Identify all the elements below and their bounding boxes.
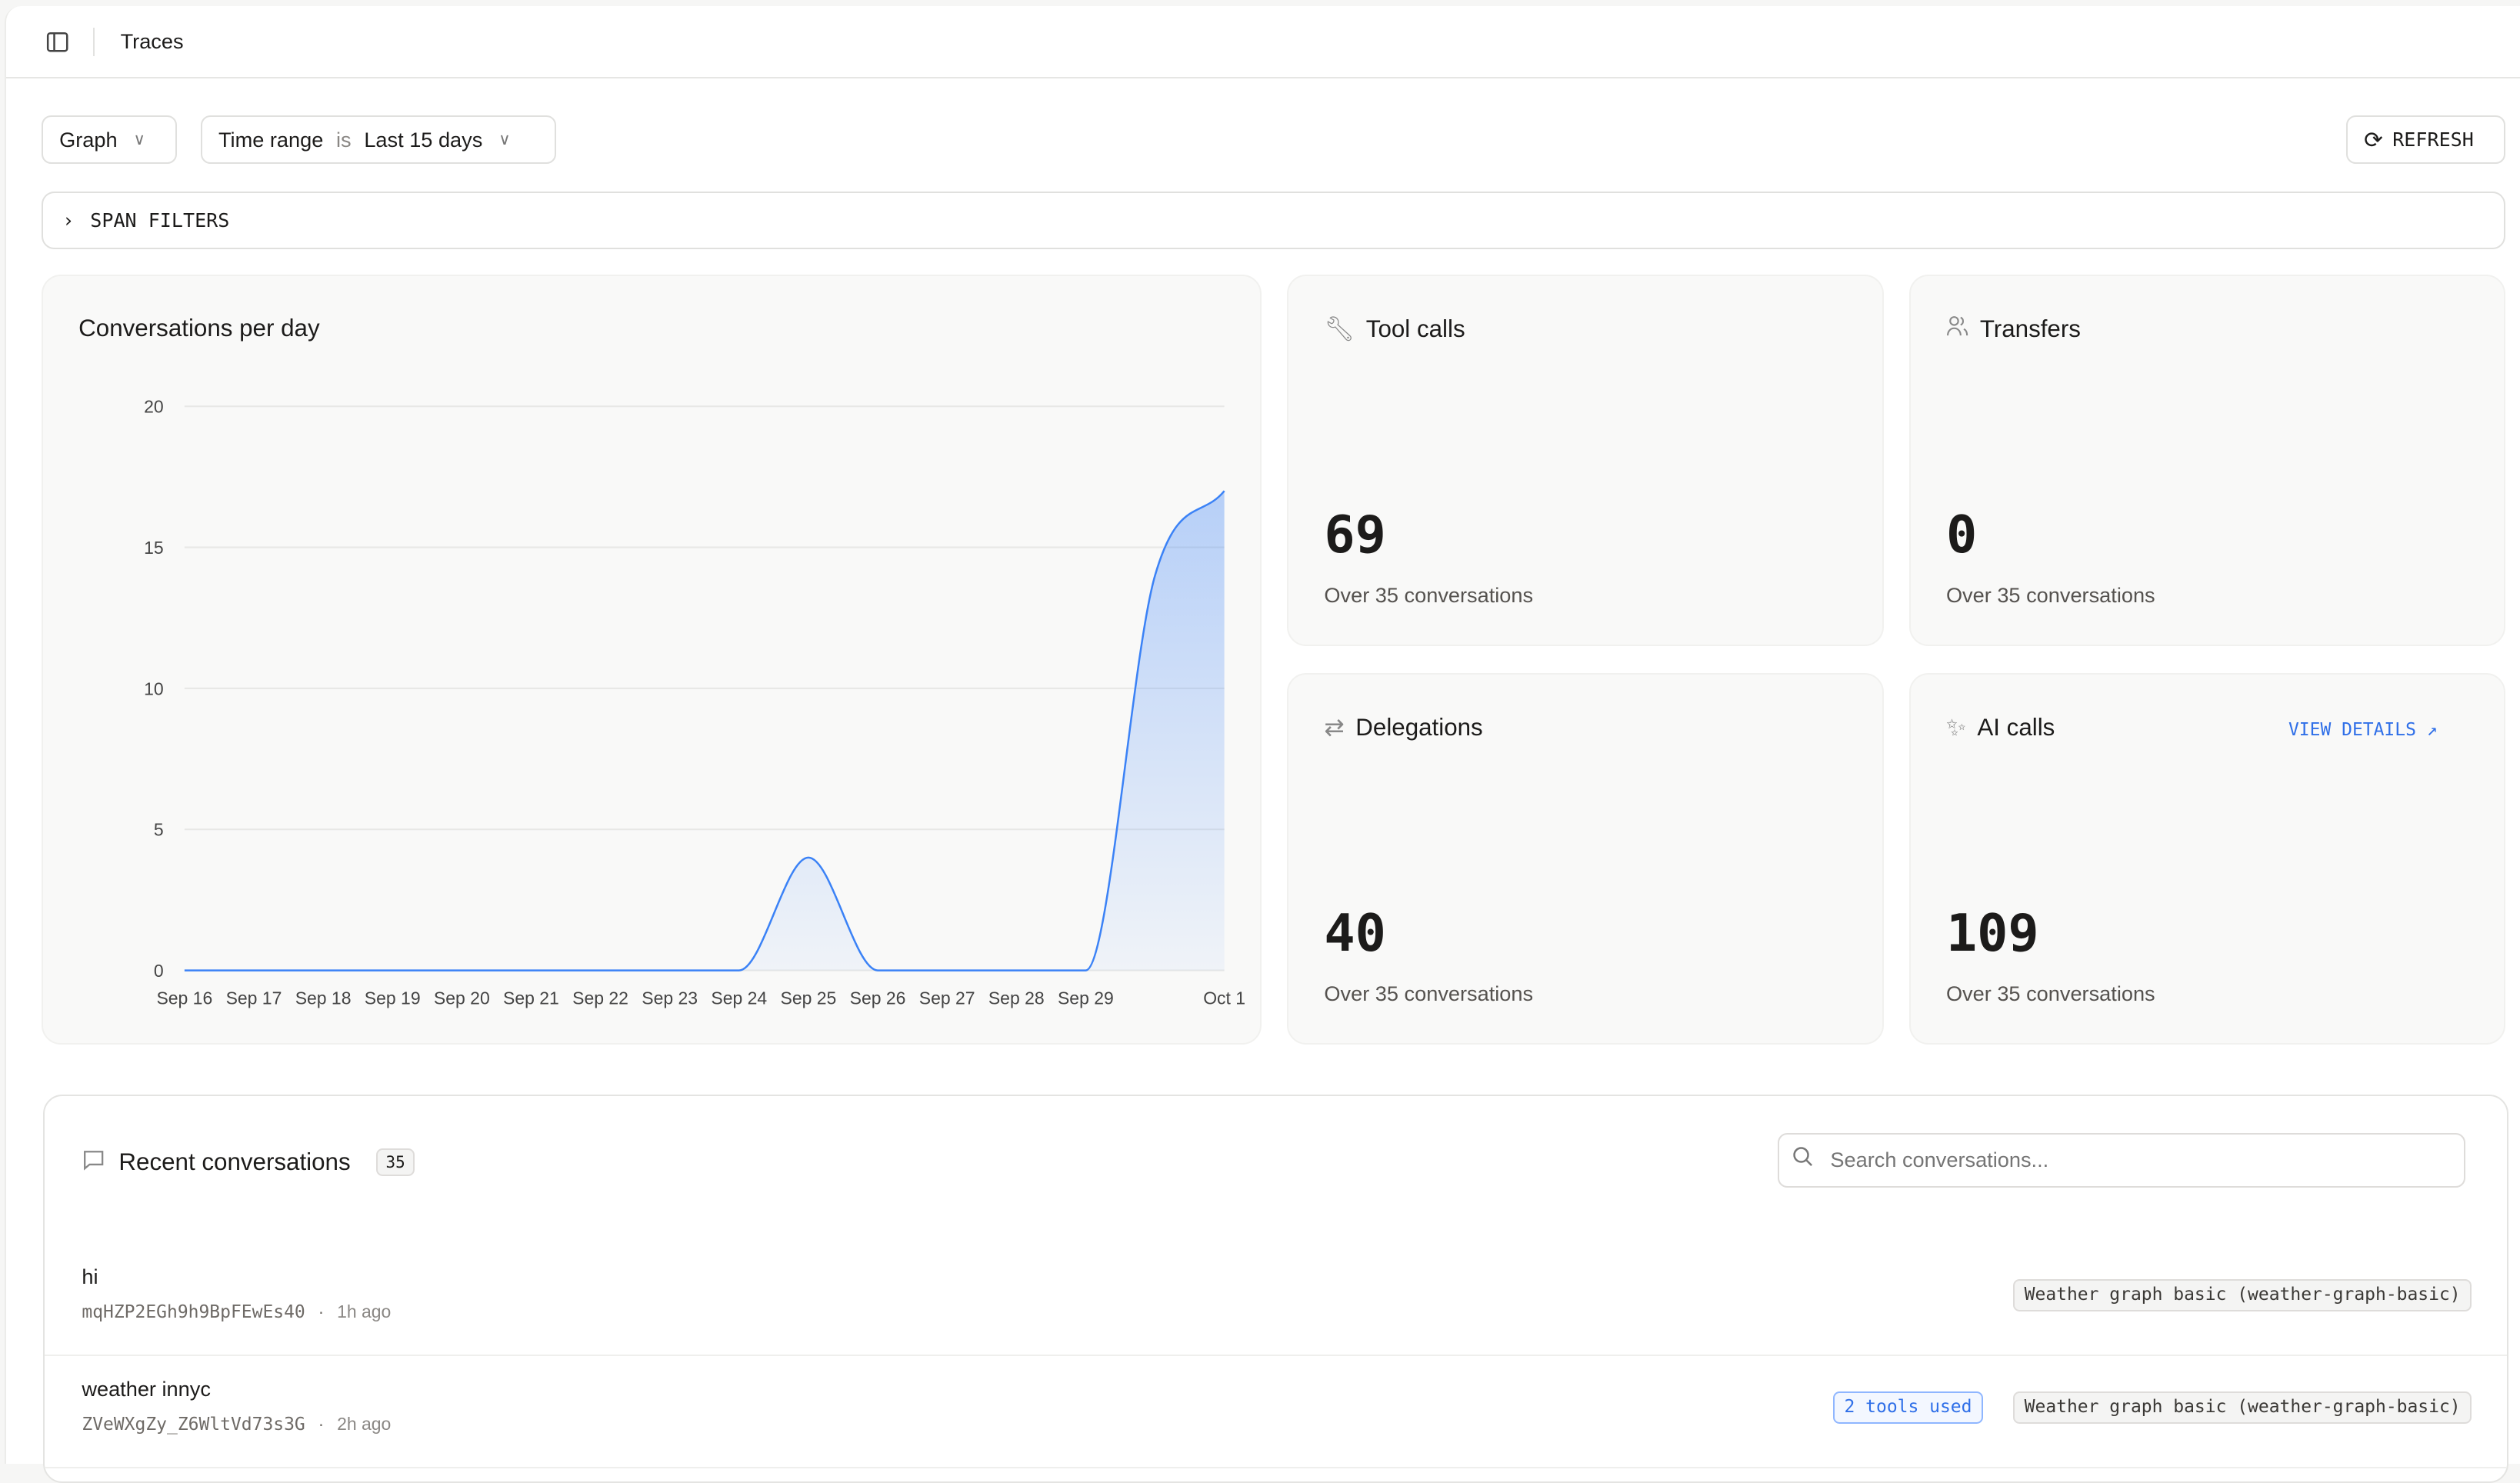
conversation-time: 1h ago <box>337 1301 391 1321</box>
y-tick-label: 0 <box>154 961 164 981</box>
stat-card-delegations: ⇄ Delegations 40 Over 35 conversations <box>1287 673 1883 1045</box>
conversations-chart: 0 5 10 15 20 Sep 16 Sep 17 Sep 18 Sep 19 Sep 20 Se… <box>43 276 1263 1046</box>
y-tick-label: 15 <box>144 538 164 558</box>
stat-card-ai-calls: ✨︎ AI calls VIEW DETAILS ↗ 109 Over 35 co… <box>1909 673 2505 1045</box>
stat-subtitle: Over 35 conversations <box>1946 981 2155 1006</box>
x-tick-label: Sep 29 <box>1058 988 1114 1008</box>
panel-header: Recent conversations 35 <box>82 1148 415 1178</box>
search-icon <box>1792 1145 1814 1175</box>
stat-value: 0 <box>1946 505 1977 565</box>
agent-tag: Weather graph basic (weather-graph-basic… <box>2013 1391 2472 1424</box>
stat-subtitle: Over 35 conversations <box>1324 981 1533 1006</box>
x-tick-label: Sep 25 <box>781 988 837 1008</box>
stat-title: AI calls <box>1977 714 2055 742</box>
x-tick-label: Sep 21 <box>503 988 559 1008</box>
stat-subtitle: Over 35 conversations <box>1324 583 1533 608</box>
chevron-right-icon: › <box>62 209 74 232</box>
chevron-down-icon: ∨ <box>133 130 145 149</box>
conversation-row[interactable]: hi mqHZP2EGh9h9BpFEwEs40 · 1h ago Weathe… <box>45 1242 2507 1356</box>
divider <box>93 28 95 57</box>
stat-card-transfers: Transfers 0 Over 35 conversations <box>1909 275 2505 646</box>
conversation-id: ZVeWXgZy_Z6WltVd73s3G <box>82 1415 305 1435</box>
sparkles-icon: ✨︎ <box>1946 714 1966 742</box>
stat-card-tool-calls: 🔧︎ Tool calls 69 Over 35 conversations <box>1287 275 1883 646</box>
x-tick-label: Sep 19 <box>365 988 421 1008</box>
time-range-filter[interactable]: Time range is Last 15 days ∨ <box>201 115 556 164</box>
span-filters-toggle[interactable]: › SPAN FILTERS <box>42 192 2505 249</box>
x-tick-label: Sep 28 <box>988 988 1045 1008</box>
arrow-up-right-icon: ↗ <box>2427 720 2438 740</box>
conversation-title: hi <box>82 1265 98 1289</box>
app-frame: Traces Graph ∨ Time range is Last 15 day… <box>5 6 2520 1464</box>
chevron-down-icon: ∨ <box>498 130 510 149</box>
agent-tag: Weather graph basic (weather-graph-basic… <box>2013 1279 2472 1311</box>
search-input[interactable] <box>1827 1146 2464 1174</box>
x-tick-label: Sep 23 <box>642 988 698 1008</box>
message-icon <box>82 1148 105 1178</box>
conversation-row[interactable]: weather innyc ZVeWXgZy_Z6WltVd73s3G · 2h… <box>45 1355 2507 1468</box>
refresh-icon: ⟳ <box>2364 127 2383 153</box>
sidebar-icon[interactable] <box>45 29 70 55</box>
tools-used-badge: 2 tools used <box>1833 1391 1983 1424</box>
page-title: Traces <box>121 29 184 54</box>
y-tick-label: 5 <box>154 820 164 840</box>
span-filters-label: SPAN FILTERS <box>90 209 229 232</box>
stat-title: Tool calls <box>1366 315 1465 343</box>
area-fill <box>185 491 1225 970</box>
x-tick-label: Sep 18 <box>295 988 352 1008</box>
arrows-swap-icon: ⇄ <box>1324 714 1344 742</box>
view-select-value: Graph <box>59 128 117 152</box>
stat-subtitle: Over 35 conversations <box>1946 583 2155 608</box>
refresh-label: REFRESH <box>2392 128 2474 151</box>
recent-conversations-panel: Recent conversations 35 hi mqHZP2EGh9h9B… <box>43 1095 2508 1483</box>
panel-title: Recent conversations <box>118 1148 350 1176</box>
x-tick-label: Sep 20 <box>434 988 490 1008</box>
time-range-label: Time range <box>218 128 323 152</box>
x-tick-label: Sep 24 <box>712 988 768 1008</box>
view-details-link[interactable]: VIEW DETAILS ↗ <box>2288 720 2438 740</box>
stat-value: 69 <box>1324 505 1386 565</box>
stat-title: Delegations <box>1355 714 1482 742</box>
stat-value: 109 <box>1946 903 2039 963</box>
x-tick-label: Sep 27 <box>919 988 975 1008</box>
conversation-time: 2h ago <box>337 1414 391 1434</box>
stat-title: Transfers <box>1980 315 2081 343</box>
time-range-operator: is <box>336 128 352 152</box>
count-badge: 35 <box>376 1148 415 1176</box>
users-icon <box>1946 315 1968 343</box>
x-tick-label: Sep 26 <box>850 988 906 1008</box>
conversation-id: mqHZP2EGh9h9BpFEwEs40 <box>82 1302 305 1322</box>
x-tick-label: Oct 1 <box>1203 988 1245 1008</box>
y-tick-label: 10 <box>144 679 164 699</box>
time-range-value: Last 15 days <box>364 128 482 152</box>
x-tick-label: Sep 17 <box>226 988 282 1008</box>
view-details-label: VIEW DETAILS <box>2288 720 2416 740</box>
wrench-icon: 🔧︎ <box>1324 315 1355 343</box>
search-box[interactable] <box>1778 1133 2465 1188</box>
view-select[interactable]: Graph ∨ <box>42 115 177 164</box>
series-line <box>185 491 1225 970</box>
refresh-button[interactable]: ⟳ REFRESH <box>2346 115 2505 164</box>
x-tick-label: Sep 16 <box>157 988 213 1008</box>
y-tick-label: 20 <box>144 397 164 417</box>
top-bar: Traces <box>6 6 2520 78</box>
stat-value: 40 <box>1324 903 1386 963</box>
x-tick-label: Sep 22 <box>572 988 628 1008</box>
conversation-title: weather innyc <box>82 1377 211 1401</box>
